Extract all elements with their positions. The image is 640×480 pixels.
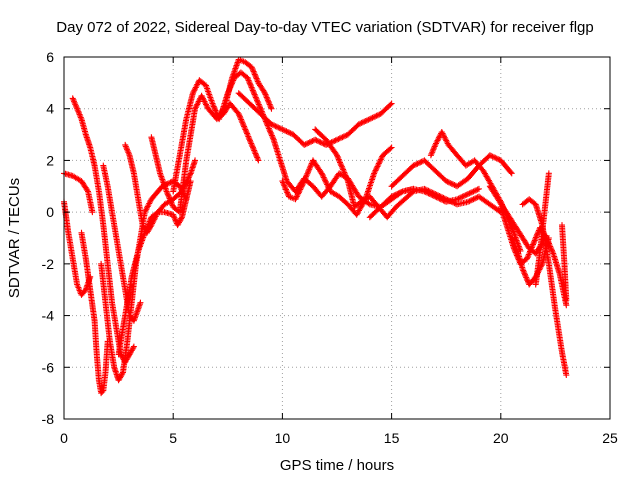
x-axis-label: GPS time / hours [280, 457, 394, 474]
y-tick-label: 6 [46, 49, 54, 65]
data-point-markers [366, 185, 482, 221]
data-point-markers [115, 178, 194, 358]
data-point-markers [559, 222, 570, 304]
data-point-markers [78, 229, 111, 397]
data-point-markers [170, 56, 275, 195]
grid [64, 57, 610, 419]
x-tick-label: 20 [493, 430, 509, 446]
data-point-markers [148, 92, 262, 216]
axis-ticks [63, 56, 611, 420]
data-point-markers [519, 196, 570, 379]
series-sat-o [388, 152, 515, 190]
series-sat-c [69, 95, 137, 366]
x-tick-label: 5 [169, 430, 177, 446]
series-sat-g [122, 141, 199, 236]
series-sat-j [170, 56, 275, 195]
y-tick-label: -2 [42, 256, 55, 272]
x-tick-label: 0 [60, 430, 68, 446]
series-sat-h [115, 178, 194, 358]
series-sat-i [148, 92, 262, 216]
y-tick-label: 4 [46, 101, 54, 117]
chart-title: Day 072 of 2022, Sidereal Day-to-day VTE… [56, 19, 593, 36]
data-point-markers [69, 95, 137, 366]
data-point-markers [388, 152, 515, 190]
plot-frame [63, 56, 611, 420]
series-sat-m [279, 144, 395, 218]
y-tick-label: 2 [46, 152, 54, 168]
y-tick-label: -6 [42, 359, 55, 375]
data-point-markers [279, 144, 395, 218]
x-tick-label: 15 [384, 430, 400, 446]
x-tick-label: 25 [602, 430, 618, 446]
series-sat-p [366, 185, 482, 221]
series-sat-v [519, 196, 570, 379]
y-tick-label: -4 [42, 308, 55, 324]
series-sat-l [235, 90, 395, 148]
y-tick-label: 0 [46, 204, 54, 220]
data-point-markers [122, 141, 199, 236]
series-sat-d [78, 229, 111, 397]
y-tick-label: -8 [42, 411, 55, 427]
data-point-markers [235, 90, 395, 148]
series-sat-w [559, 222, 570, 304]
axis-tick-labels: 0 5 10 15 20 25 -8 -6 -4 -2 0 2 4 6 [42, 49, 618, 446]
data-marks [61, 56, 570, 397]
y-axis-label: SDTVAR / TECUs [6, 178, 23, 298]
x-tick-label: 10 [275, 430, 291, 446]
